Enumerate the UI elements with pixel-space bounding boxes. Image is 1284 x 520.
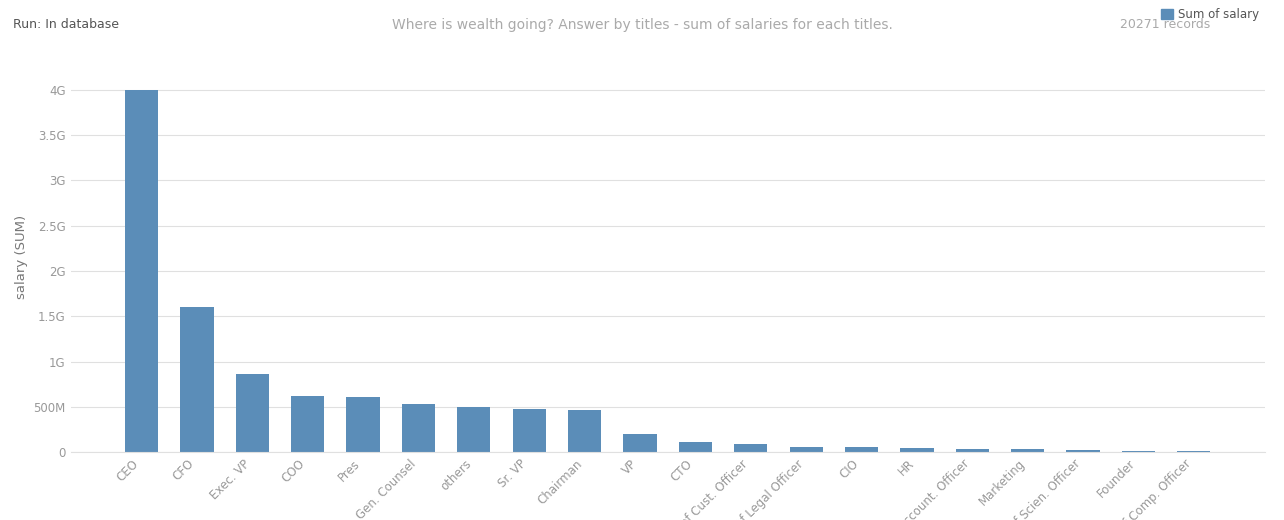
Y-axis label: salary (SUM): salary (SUM)	[15, 215, 28, 300]
Bar	[1177, 451, 1211, 452]
Bar	[457, 407, 490, 452]
Text: Where is wealth going? Answer by titles - sum of salaries for each titles.: Where is wealth going? Answer by titles …	[392, 18, 892, 32]
Bar	[623, 434, 656, 452]
Bar	[845, 447, 878, 452]
Bar	[125, 89, 158, 452]
Bar	[679, 443, 713, 452]
Bar	[291, 396, 325, 452]
Bar	[900, 448, 933, 452]
Bar	[347, 397, 380, 452]
Bar	[236, 374, 268, 452]
Bar	[512, 409, 546, 452]
Bar	[180, 307, 213, 452]
Bar	[1067, 450, 1099, 452]
Bar	[955, 449, 989, 452]
Bar	[1011, 449, 1044, 452]
Bar	[402, 405, 435, 452]
Text: Run: In database: Run: In database	[13, 18, 119, 31]
Legend: Sum of salary: Sum of salary	[1161, 8, 1258, 21]
Bar	[1122, 451, 1156, 452]
Bar	[790, 447, 823, 452]
Text: 20271 records: 20271 records	[1120, 18, 1210, 31]
Bar	[568, 410, 601, 452]
Bar	[734, 444, 768, 452]
